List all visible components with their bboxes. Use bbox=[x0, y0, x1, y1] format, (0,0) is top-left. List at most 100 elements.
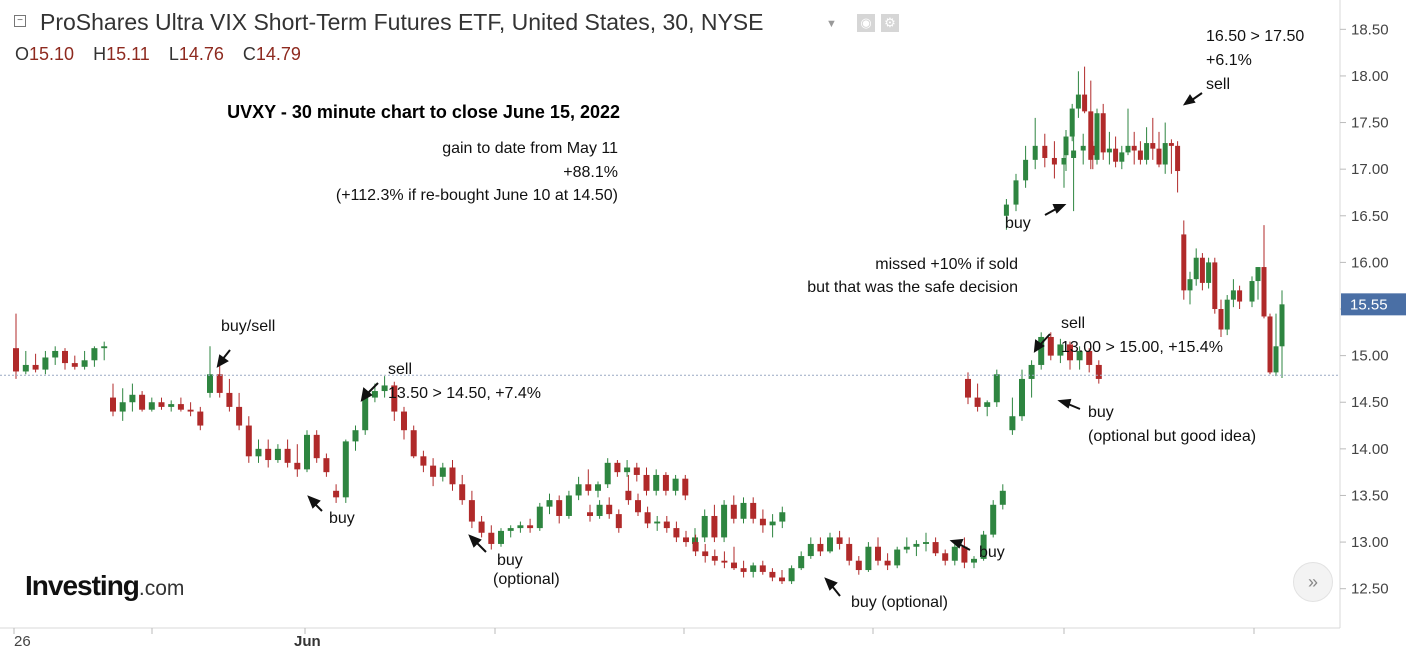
candle bbox=[643, 467, 650, 496]
candle bbox=[1199, 253, 1205, 291]
candle-body bbox=[439, 467, 446, 477]
candle bbox=[711, 549, 718, 566]
candle-body bbox=[62, 350, 68, 364]
candle-body bbox=[478, 521, 485, 533]
candle-body bbox=[1150, 143, 1156, 149]
candle-body bbox=[323, 458, 330, 473]
price-axis[interactable]: 12.5013.0013.5014.0014.5015.0015.5016.00… bbox=[1340, 21, 1389, 598]
candle bbox=[381, 376, 388, 398]
candle bbox=[1063, 130, 1069, 172]
candle-body bbox=[663, 521, 670, 529]
candle bbox=[1075, 71, 1081, 118]
candle-body bbox=[721, 504, 728, 538]
candle bbox=[575, 476, 582, 501]
logo-suffix: .com bbox=[138, 577, 185, 600]
arrow-sell-1 bbox=[360, 382, 379, 402]
candle-body bbox=[207, 374, 213, 393]
candle bbox=[1067, 341, 1073, 370]
candle-body bbox=[1187, 279, 1193, 291]
candle-body bbox=[81, 360, 88, 367]
arrow-buy-6 bbox=[1044, 204, 1067, 216]
candle-body bbox=[615, 514, 622, 529]
candle-body bbox=[965, 378, 971, 398]
arrow-sell-3 bbox=[1182, 92, 1203, 106]
candle bbox=[587, 504, 593, 522]
candle-body bbox=[1067, 344, 1073, 361]
candle bbox=[740, 560, 747, 578]
candle bbox=[1100, 103, 1106, 160]
candle-body bbox=[22, 364, 29, 372]
candle bbox=[459, 474, 466, 505]
time-axis[interactable]: 26 Jun bbox=[13, 628, 1255, 650]
price-tick-label: 17.50 bbox=[1351, 115, 1389, 132]
chevron-down-icon[interactable]: ▼ bbox=[826, 18, 837, 30]
scroll-to-realtime-button[interactable]: » bbox=[1293, 562, 1333, 602]
annotation-sell-2: sell bbox=[1061, 315, 1086, 332]
arrows-group bbox=[216, 92, 1203, 597]
candle bbox=[1150, 117, 1156, 160]
collapse-legend-button[interactable]: − bbox=[14, 15, 26, 27]
ohlc-close-value: 14.79 bbox=[255, 44, 301, 64]
candle bbox=[1224, 295, 1230, 336]
candle bbox=[342, 439, 349, 503]
candle-body bbox=[759, 518, 766, 526]
candle-body bbox=[759, 565, 766, 572]
gear-icon[interactable]: ⚙ bbox=[881, 14, 899, 32]
candle-body bbox=[294, 462, 301, 470]
candle-body bbox=[13, 348, 19, 372]
candle bbox=[1267, 313, 1273, 375]
candle bbox=[759, 509, 766, 533]
annotation-buy-4: buy bbox=[979, 544, 1005, 561]
candle bbox=[216, 360, 223, 398]
ohlc-low-value: 14.76 bbox=[178, 44, 224, 64]
candle bbox=[1057, 338, 1064, 364]
candle-body bbox=[1057, 344, 1064, 356]
candle-body bbox=[265, 448, 272, 461]
candle bbox=[517, 521, 524, 533]
candle bbox=[585, 469, 592, 496]
candle bbox=[119, 388, 126, 421]
candle-body bbox=[643, 474, 650, 491]
candle bbox=[255, 439, 262, 463]
candle bbox=[875, 537, 881, 566]
candle-body bbox=[779, 512, 786, 522]
candle bbox=[759, 560, 766, 575]
candle-body bbox=[1267, 316, 1273, 373]
candle bbox=[1113, 136, 1119, 168]
candle-body bbox=[1013, 180, 1019, 205]
candle-body bbox=[654, 521, 661, 524]
eye-icon[interactable]: ◉ bbox=[857, 14, 875, 32]
investing-logo: Investing.com bbox=[25, 570, 184, 602]
annotation-sell-3-detail: 16.50 > 17.50 bbox=[1206, 28, 1305, 45]
candle bbox=[1273, 313, 1279, 377]
candle bbox=[855, 556, 862, 575]
candle bbox=[990, 500, 997, 538]
candle-body bbox=[110, 397, 116, 412]
candle bbox=[536, 502, 543, 531]
candle-body bbox=[1051, 157, 1057, 165]
candle-body bbox=[961, 546, 968, 563]
candle bbox=[1071, 136, 1077, 212]
annotation-sell-3: sell bbox=[1206, 76, 1231, 93]
last-price-badge-bg bbox=[1341, 293, 1406, 316]
candle bbox=[721, 551, 728, 569]
price-tick-label: 13.00 bbox=[1351, 534, 1389, 551]
candle bbox=[923, 532, 929, 552]
candle bbox=[604, 458, 611, 489]
candle-body bbox=[951, 546, 958, 561]
candle bbox=[129, 383, 136, 412]
annotation-sell-1: sell bbox=[388, 361, 413, 378]
candle bbox=[993, 369, 1000, 407]
candle-body bbox=[701, 515, 708, 538]
candle bbox=[606, 497, 613, 519]
candle-body bbox=[692, 542, 699, 552]
candle-body bbox=[846, 543, 853, 561]
candle bbox=[807, 537, 814, 559]
candle-body bbox=[507, 528, 514, 531]
candle-body bbox=[158, 402, 165, 407]
candle bbox=[148, 397, 155, 412]
ohlc-readout: O15.10 H15.11 L14.76 C14.79 bbox=[15, 44, 315, 65]
candle-body bbox=[352, 430, 359, 442]
